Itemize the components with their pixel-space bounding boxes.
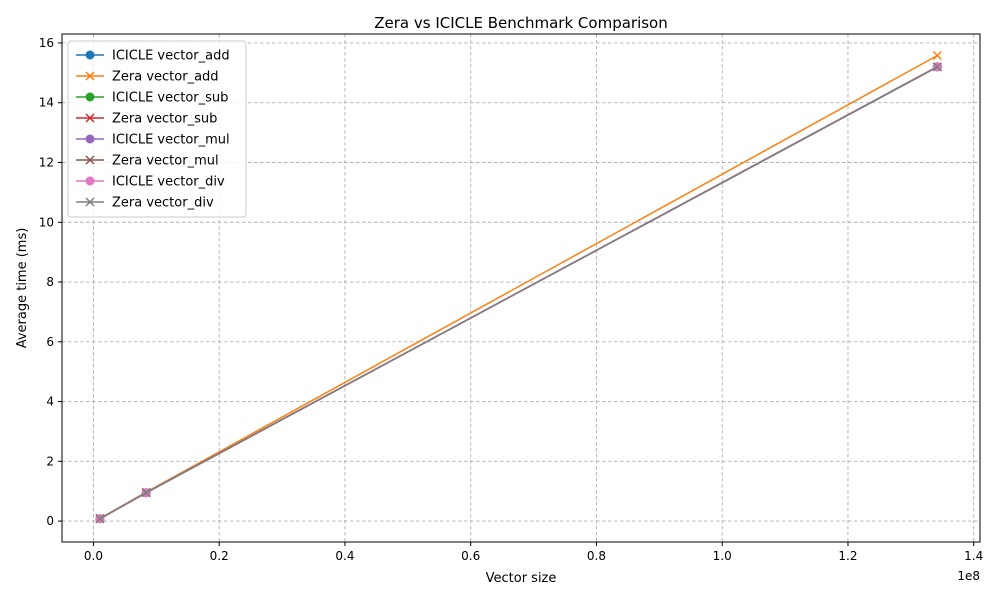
grid-lines [62, 34, 980, 542]
x-tick-label: 0.6 [461, 549, 480, 563]
legend: ICICLE vector_add Zera vector_add ICICLE v… [67, 40, 247, 218]
legend-label: Zera vector_mul [112, 154, 219, 169]
legend-label: ICICLE vector_sub [112, 91, 228, 106]
x-tick-label: 0.0 [84, 549, 103, 563]
series-zera-vector-div [95, 62, 942, 524]
legend-entry: Zera vector_div [76, 196, 214, 211]
y-tick-label: 16 [39, 36, 54, 50]
legend-entry: ICICLE vector_mul [76, 133, 230, 148]
legend-label: Zera vector_sub [112, 112, 217, 127]
y-tick-label: 14 [39, 96, 54, 110]
marker-stroke [85, 155, 95, 165]
legend-box [67, 40, 247, 218]
legend-label: ICICLE vector_div [112, 175, 225, 190]
chart-title: Zera vs ICICLE Benchmark Comparison [374, 14, 668, 32]
legend-label: ICICLE vector_add [112, 49, 230, 64]
legend-marker [85, 155, 95, 165]
legend-label: Zera vector_add [112, 70, 219, 85]
legend-entry: Zera vector_add [76, 70, 219, 85]
legend-entry: ICICLE vector_div [76, 175, 225, 190]
legend-marker [85, 134, 95, 144]
legend-entry: ICICLE vector_sub [76, 91, 228, 106]
data-point [932, 62, 942, 72]
legend-entry: ICICLE vector_add [76, 49, 230, 64]
y-axis-label: Average time (ms) [15, 228, 30, 349]
x-tick-label: 1.4 [964, 549, 983, 563]
data-point [141, 488, 151, 498]
legend-label: ICICLE vector_mul [112, 133, 230, 148]
marker-stroke [141, 488, 151, 498]
x-axis-scale-factor: 1e8 [957, 569, 980, 583]
x-axis-label: Vector size [486, 571, 557, 586]
x-tick-label: 0.8 [587, 549, 606, 563]
y-tick-label: 0 [46, 514, 54, 528]
legend-marker [85, 197, 95, 207]
y-tick-label: 2 [46, 454, 54, 468]
x-tick-label: 0.2 [210, 549, 229, 563]
axis-ticks: 0.0 0.2 0.4 0.6 0.8 1.0 1.2 1.4 0 2 4 6 8 10 12 14 16 [39, 36, 984, 563]
legend-label: Zera vector_div [112, 196, 214, 211]
legend-marker [85, 71, 95, 81]
marker-stroke [85, 113, 95, 123]
y-tick-label: 4 [46, 395, 54, 409]
data-point [95, 514, 105, 524]
legend-marker [85, 92, 95, 102]
marker-stroke [932, 50, 942, 61]
data-point [932, 50, 942, 61]
legend-entry: Zera vector_mul [76, 154, 219, 169]
x-tick-label: 1.0 [713, 549, 732, 563]
y-tick-label: 12 [39, 155, 54, 169]
y-tick-label: 10 [39, 215, 54, 229]
x-tick-label: 1.2 [838, 549, 857, 563]
y-tick-label: 8 [46, 275, 54, 289]
series-lines [95, 50, 942, 524]
legend-entry: Zera vector_sub [76, 112, 217, 127]
legend-marker [85, 176, 95, 186]
marker-stroke [95, 514, 105, 524]
legend-marker [85, 113, 95, 123]
legend-marker [85, 50, 95, 60]
plot-area-frame [61, 33, 981, 543]
marker-stroke [85, 197, 95, 207]
y-tick-label: 6 [46, 335, 54, 349]
x-tick-label: 0.4 [335, 549, 354, 563]
marker-stroke [85, 71, 95, 81]
marker-stroke [932, 62, 942, 72]
